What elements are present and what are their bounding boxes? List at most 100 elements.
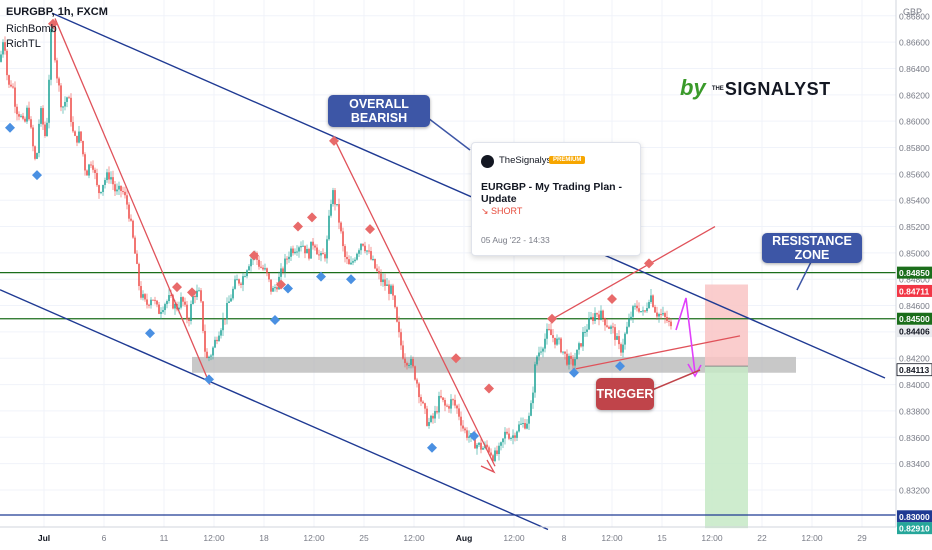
buy-marker <box>469 430 479 441</box>
card-title[interactable]: EURGBP - My Trading Plan - Update <box>481 181 622 205</box>
candle-body <box>576 349 578 360</box>
candle-body <box>536 356 538 365</box>
candle-body <box>18 114 20 117</box>
candle-body <box>152 299 154 301</box>
candle-body <box>74 131 76 136</box>
candle-body <box>604 318 606 326</box>
buy-marker <box>204 374 214 385</box>
candle-body <box>212 347 214 356</box>
candle-body <box>546 328 548 339</box>
overall-bearish-callout: OVERALL BEARISH <box>328 95 430 127</box>
candle-body <box>580 343 582 347</box>
price-tag-label-target: 0.82910 <box>899 524 930 534</box>
candle-body <box>154 299 156 301</box>
candle-body <box>616 336 618 340</box>
candle-body <box>550 329 552 336</box>
candle-body <box>636 305 638 309</box>
candle-body <box>102 184 104 192</box>
sell-marker <box>607 293 617 304</box>
candle-body <box>166 301 168 305</box>
candle-body <box>194 295 196 298</box>
candle-body <box>618 336 620 345</box>
candle-body <box>584 331 586 333</box>
idea-card[interactable]: TheSignalyst PREMIUM EURGBP - My Trading… <box>471 142 641 256</box>
y-tick-label: 0.86000 <box>899 117 930 127</box>
candle-body <box>264 268 266 270</box>
candle-body <box>244 276 246 278</box>
candle-body <box>58 78 60 86</box>
candle-body <box>608 326 610 329</box>
candle-body <box>502 438 504 443</box>
candle-body <box>302 245 304 247</box>
candle-body <box>510 437 512 439</box>
candle-body <box>32 127 34 147</box>
candle-body <box>532 392 534 404</box>
candle-body <box>326 239 328 259</box>
candle-body <box>520 423 522 425</box>
candle-body <box>12 86 14 88</box>
candle-body <box>246 270 248 277</box>
candle-body <box>446 405 448 407</box>
candle-body <box>226 302 228 320</box>
candle-body <box>614 327 616 340</box>
candle-body <box>114 184 116 192</box>
candle-body <box>482 447 484 450</box>
price-tag-target <box>897 522 932 535</box>
candle-body <box>396 307 398 322</box>
candle-body <box>284 258 286 272</box>
indicator-legend-richtl[interactable]: RichTL <box>6 38 41 50</box>
candle-body <box>192 295 194 304</box>
projection-arrow <box>675 297 696 374</box>
candle-body <box>338 204 340 223</box>
candle-body <box>118 185 120 190</box>
candle-body <box>224 318 226 320</box>
candle-body <box>76 135 78 143</box>
candle-body <box>562 351 564 353</box>
candle-body <box>632 306 634 317</box>
y-tick-label: 0.84200 <box>899 354 930 364</box>
sell-marker <box>172 282 182 293</box>
candle-body <box>292 248 294 254</box>
candle-body <box>650 295 652 303</box>
price-tag-last <box>897 325 932 338</box>
price-tag-label-last: 0.84406 <box>899 327 930 337</box>
wedge-upper-line <box>552 225 716 320</box>
candle-body <box>638 308 640 312</box>
candle-body <box>314 245 316 248</box>
candle-body <box>54 24 56 61</box>
candle-body <box>280 268 282 277</box>
candle-body <box>426 408 428 426</box>
candle-body <box>528 415 530 424</box>
candles <box>0 19 672 463</box>
buy-marker <box>569 367 579 378</box>
candle-body <box>98 185 100 194</box>
candle-body <box>342 231 344 247</box>
candle-body <box>362 243 364 246</box>
brand-by: by <box>680 75 706 100</box>
candle-body <box>346 256 348 260</box>
trigger-callout-pointer <box>651 369 701 391</box>
channel-lower-line <box>0 289 549 531</box>
candle-body <box>670 321 672 327</box>
candle-body <box>210 355 212 357</box>
candle-body <box>72 121 74 132</box>
candle-body <box>492 455 494 462</box>
trigger-callout: TRIGGER <box>596 378 654 410</box>
candle-body <box>198 290 200 292</box>
candle-body <box>232 288 234 299</box>
indicator-legend-richbomb[interactable]: RichBomb <box>6 23 57 35</box>
candle-body <box>184 301 186 305</box>
candle-body <box>598 314 600 320</box>
trend-line-1 <box>54 18 211 385</box>
candle-body <box>628 318 630 327</box>
candle-body <box>66 97 68 102</box>
candle-body <box>26 107 28 122</box>
candle-body <box>592 316 594 321</box>
candle-body <box>94 169 96 173</box>
candle-body <box>568 355 570 365</box>
candle-body <box>136 253 138 264</box>
y-tick-label: 0.86200 <box>899 90 930 100</box>
candle-body <box>356 253 358 260</box>
candle-body <box>206 351 208 358</box>
